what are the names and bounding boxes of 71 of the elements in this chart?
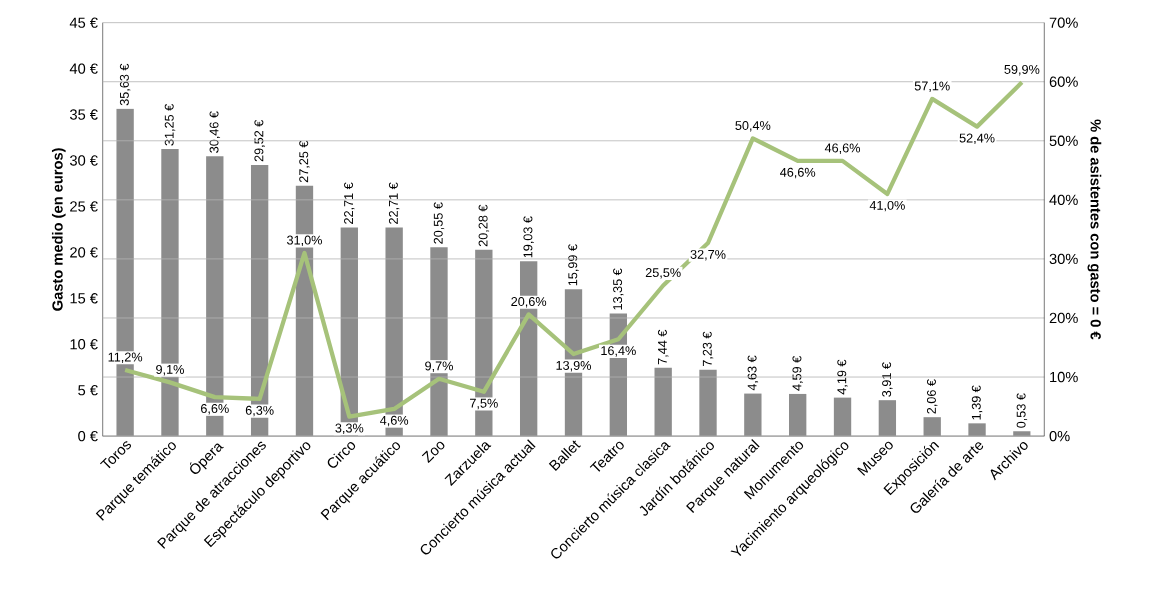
y2-tick-label: 40% xyxy=(1049,194,1078,205)
y2-tick-label: 20% xyxy=(1049,312,1078,324)
data-label: 59,9% xyxy=(1004,64,1040,76)
data-label: 30,46 € xyxy=(209,111,221,153)
y-axis-title: Gasto medio (en euros) xyxy=(51,148,66,311)
data-label: 16,4% xyxy=(601,346,636,357)
data-label: 0,53 € xyxy=(1016,393,1028,428)
bar xyxy=(968,423,986,437)
bar xyxy=(878,400,897,437)
y-tick-label: 20 € xyxy=(70,247,98,258)
y-tick-label: 15 € xyxy=(70,293,98,304)
y2-tick-label: 0% xyxy=(1049,430,1070,442)
data-label: 6,3% xyxy=(245,405,274,417)
data-label: 7,5% xyxy=(470,398,498,410)
data-label: 29,52 € xyxy=(254,119,265,162)
data-label: 3,3% xyxy=(335,423,364,434)
data-label: 22,71 € xyxy=(388,182,400,224)
data-label: 31,25 € xyxy=(164,103,176,146)
y-tick-label: 45 € xyxy=(69,17,98,28)
data-label: 20,6% xyxy=(511,296,547,308)
data-label: 2,06 € xyxy=(926,379,938,414)
y2-tick-label: 30% xyxy=(1049,253,1078,265)
data-label: 27,25 € xyxy=(299,140,310,183)
bar xyxy=(833,397,852,437)
y2-tick-label: 70% xyxy=(1049,17,1078,28)
y2-axis-title: % de asistentes con gasto = 0 € xyxy=(1087,119,1102,340)
data-label: 52,4% xyxy=(959,133,995,144)
y-tick-label: 0 € xyxy=(78,430,98,442)
data-label: 3,91 € xyxy=(882,362,893,397)
bar xyxy=(923,417,941,437)
data-label: 35,63 € xyxy=(119,63,131,106)
bar xyxy=(699,369,717,437)
data-label: 32,7% xyxy=(690,249,726,261)
data-label: 1,39 € xyxy=(971,385,983,420)
data-label: 22,71 € xyxy=(344,182,355,224)
data-label: 4,6% xyxy=(380,415,409,427)
data-label: 7,44 € xyxy=(657,329,669,365)
y-tick-label: 30 € xyxy=(70,155,98,166)
data-label: 13,35 € xyxy=(613,268,624,310)
data-label: 6,6% xyxy=(201,403,229,415)
data-label: 46,6% xyxy=(780,167,816,179)
bar xyxy=(654,367,672,437)
y2-tick-label: 10% xyxy=(1050,371,1078,383)
bar xyxy=(789,393,807,437)
y-tick-label: 5 € xyxy=(78,384,98,396)
bar xyxy=(744,393,762,437)
y2-tick-label: 50% xyxy=(1049,135,1078,146)
data-label: 57,1% xyxy=(914,81,950,92)
data-label: 25,5% xyxy=(645,268,681,279)
y-tick-label: 10 € xyxy=(70,338,98,350)
data-label: 19,03 € xyxy=(523,216,534,258)
data-label: 20,55 € xyxy=(433,202,445,244)
y-tick-label: 35 € xyxy=(70,109,98,120)
data-label: 4,19 € xyxy=(837,359,848,395)
y2-tick-label: 60% xyxy=(1049,76,1078,87)
x-tick-label: Zoo xyxy=(421,441,445,463)
data-label: 11,2% xyxy=(108,352,143,363)
data-label: 15,99 € xyxy=(568,244,579,286)
data-label: 4,59 € xyxy=(792,355,803,391)
data-label: 20,28 € xyxy=(478,204,490,247)
y-tick-label: 40 € xyxy=(69,63,98,74)
data-label: 9,1% xyxy=(156,364,184,376)
data-label: 46,6% xyxy=(824,143,861,154)
data-label: 9,7% xyxy=(425,361,453,372)
y-tick-label: 25 € xyxy=(70,201,98,212)
data-label: 41,0% xyxy=(869,200,905,212)
data-label: 31,0% xyxy=(286,235,322,247)
data-label: 7,23 € xyxy=(702,331,714,367)
data-label: 50,4% xyxy=(735,120,771,132)
data-label: 4,63 € xyxy=(747,355,759,391)
data-label: 13,9% xyxy=(556,360,592,372)
